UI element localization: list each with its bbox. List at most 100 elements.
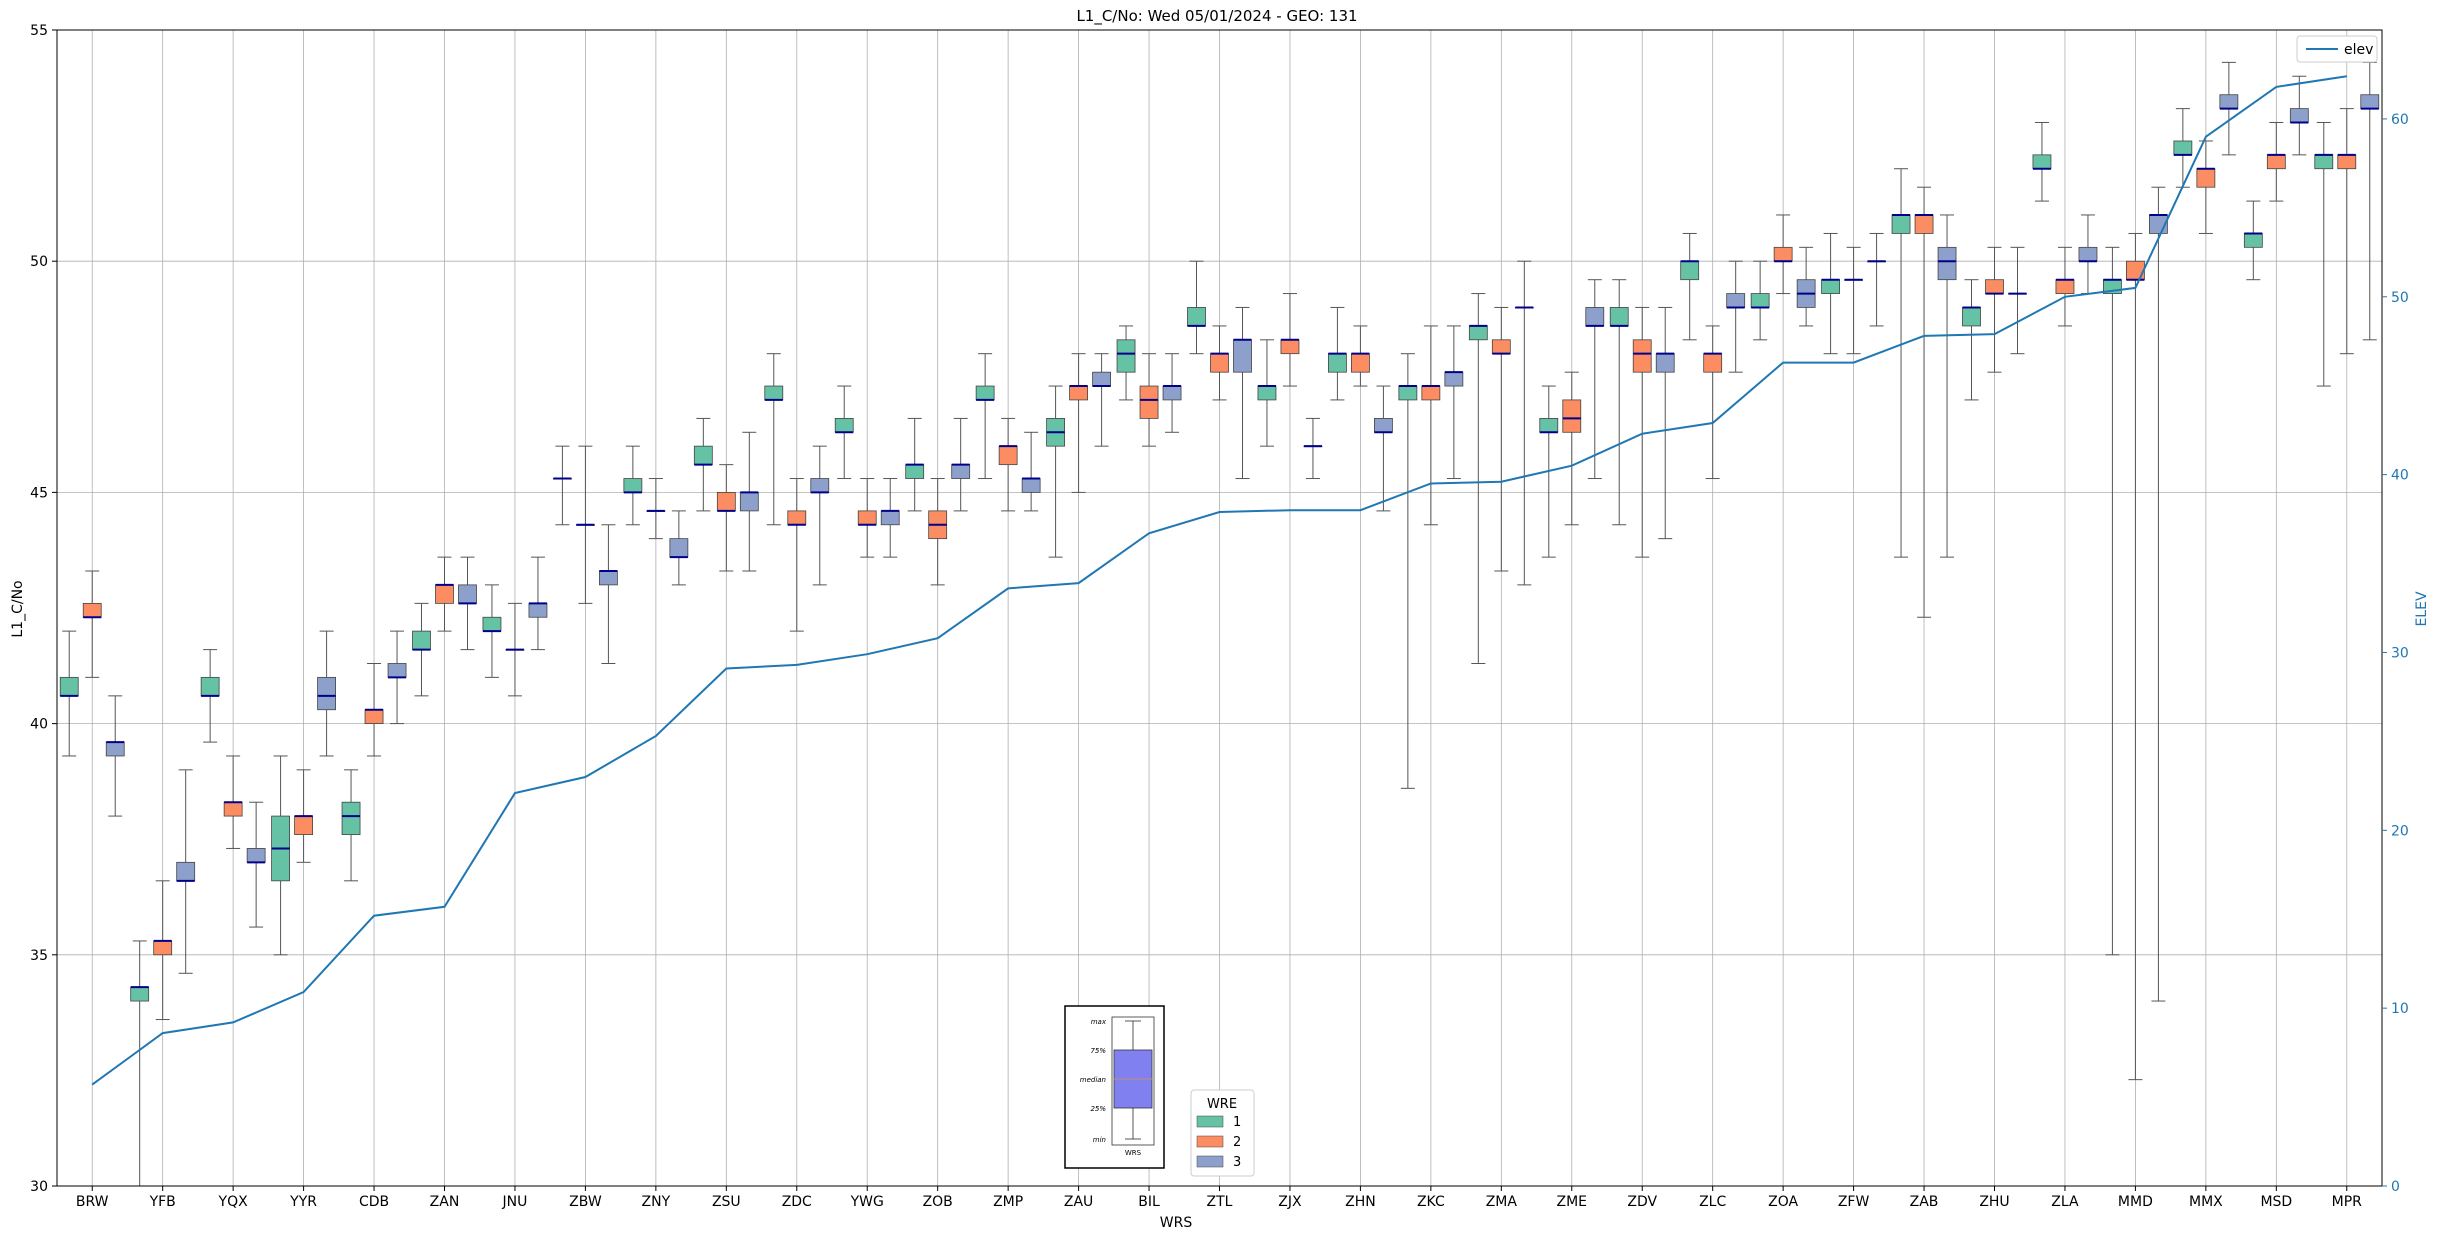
wre-legend-swatch-1 (1196, 1115, 1224, 1128)
x-tick-label: MPR (2332, 1194, 2363, 1210)
box-wre-1 (412, 630, 431, 651)
box-key-axes (1111, 1016, 1155, 1146)
box-wre-2 (1632, 339, 1652, 373)
x-tick-label: YYR (289, 1194, 317, 1210)
box-wre-2 (1703, 353, 1723, 373)
box-wre-3 (246, 848, 266, 863)
box-wre-1 (693, 445, 713, 466)
x-tick-label: BIL (1138, 1194, 1160, 1210)
x-tick-label: MMD (2118, 1194, 2153, 1210)
box-wre-3 (1937, 246, 1957, 281)
wre-legend-label-2: 2 (1233, 1135, 1241, 1150)
box-wre-2 (857, 510, 877, 526)
y-tick-label: 30 (30, 1179, 48, 1195)
x-tick-label: BRW (76, 1194, 109, 1210)
y2-tick-label: 60 (2391, 112, 2409, 128)
box-wre-3 (1021, 478, 1041, 493)
y2-tick-label: 50 (2391, 290, 2409, 306)
box-wre-2 (82, 602, 102, 618)
box-wre-1 (623, 478, 643, 493)
elev-line-layer (91, 75, 2347, 1086)
box-wre-2 (1069, 385, 1088, 401)
box-wre-3 (951, 464, 971, 479)
x-tick-labels: BRW YFB YQX YYR CDB ZAN JNU ZBW ZNY ZSU ZDC YWG ZOB Z… (76, 1186, 2362, 1210)
box-key-label-min: min (1093, 1136, 1106, 1144)
box-wre-2 (1914, 214, 1934, 234)
box-wre-2 (1562, 399, 1582, 433)
y-tick-label: 45 (30, 485, 48, 501)
box-wre-3 (2078, 246, 2098, 262)
y-tick-labels: 30 35 40 45 50 55 (30, 23, 57, 1195)
box-wre-1 (1750, 293, 1770, 308)
box-wre-3 (2289, 108, 2309, 123)
x-tick-label: YFB (149, 1194, 176, 1210)
box-wre-3 (1374, 418, 1393, 433)
box-wre-1 (130, 986, 150, 1002)
x-tick-label: ZMP (993, 1194, 1023, 1210)
y2-tick-label: 40 (2391, 468, 2409, 484)
box-wre-1 (1962, 307, 1981, 327)
box-wre-2 (435, 584, 454, 604)
x-tick-label: ZAB (1910, 1194, 1939, 1210)
box-wre-1 (59, 676, 79, 697)
box-wre-1 (764, 385, 784, 401)
wre-legend-label-3: 3 (1233, 1155, 1241, 1170)
x-tick-label: ZDV (1627, 1194, 1657, 1210)
box-wre-2 (294, 815, 313, 835)
box-wre-3 (810, 478, 830, 493)
x-tick-label: MMX (2189, 1194, 2223, 1210)
box-wre-3 (1162, 385, 1182, 401)
wre-legend-label-1: 1 (1233, 1115, 1241, 1130)
box-wre-2 (2055, 279, 2075, 294)
y-tick-label: 55 (30, 23, 48, 39)
x-tick-label: JNU (502, 1194, 528, 1210)
x-tick-label: ZNY (642, 1194, 671, 1210)
box-wre-1 (341, 801, 361, 835)
box-wre-3 (1726, 293, 1746, 308)
elev-legend-label: elev (2344, 42, 2373, 58)
x-tick-label: ZOB (923, 1194, 953, 1210)
x-tick-label: ZHU (1979, 1194, 2009, 1210)
box-wre-1 (1468, 325, 1488, 341)
wre-legend-swatch-2 (1196, 1135, 1224, 1148)
box-wre-3 (1444, 371, 1464, 387)
box-wre-3 (1585, 307, 1605, 327)
box-key-label-median: median (1080, 1076, 1106, 1084)
box-wre-2 (223, 801, 243, 817)
y-tick-label: 35 (30, 948, 48, 964)
box-wre-2 (364, 709, 384, 725)
box-wre-2 (1421, 385, 1441, 401)
wre-legend-entries: 1 2 3 (1196, 1115, 1241, 1170)
x-axis-label: WRS (1160, 1215, 1193, 1231)
box-wre-2 (1985, 279, 2004, 294)
y2-tick-label: 10 (2391, 1001, 2409, 1017)
chart-title: L1_C/No: Wed 05/01/2024 - GEO: 131 (1076, 7, 1357, 26)
box-wre-1 (1187, 307, 1206, 327)
box-wre-3 (1655, 353, 1675, 373)
box-wre-3 (105, 741, 125, 757)
box-wre-3 (2360, 94, 2380, 110)
wre-legend-frame (1190, 1089, 1255, 1177)
wre-legend-swatch-3 (1196, 1155, 1224, 1168)
y-tick-label: 50 (30, 254, 48, 270)
x-tick-label: ZBW (569, 1194, 602, 1210)
box-wre-2 (1280, 339, 1300, 355)
box-wre-1 (905, 464, 925, 479)
box-wre-2 (1491, 339, 1511, 355)
box-wre-3 (458, 584, 477, 604)
x-tick-label: ZKC (1417, 1194, 1445, 1210)
box-wre-2 (2337, 154, 2357, 170)
x-tick-label: ZLC (1699, 1194, 1726, 1210)
x-tick-label: ZHN (1345, 1194, 1376, 1210)
y-axis-label: L1_C/No (10, 580, 26, 637)
box-key-label-max: max (1091, 1018, 1107, 1026)
x-tick-label: ZDC (782, 1194, 812, 1210)
x-tick-label: ZOA (1768, 1194, 1798, 1210)
box-wre-1 (1398, 385, 1418, 401)
box-wre-2 (1210, 353, 1229, 373)
box-wre-3 (317, 676, 336, 711)
box-wre-2 (1139, 385, 1159, 419)
x-tick-label: ZTL (1207, 1194, 1233, 1210)
